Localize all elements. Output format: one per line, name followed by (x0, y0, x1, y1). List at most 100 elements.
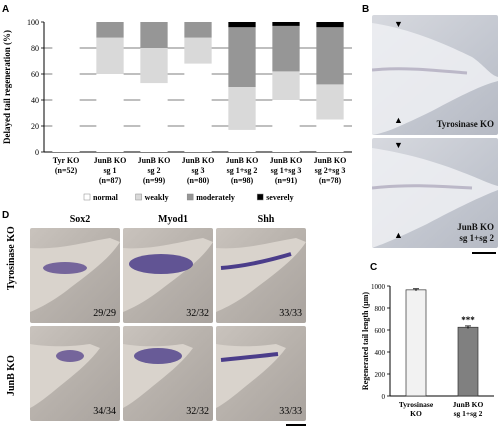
legend-swatch-weakly (135, 193, 142, 201)
micrograph-myod1-junb: 32/32 (123, 326, 213, 421)
x-tick-label: (n=98) (231, 176, 254, 185)
panel-label-a: A (2, 4, 10, 15)
gene-label-sox2: Sox2 (69, 214, 91, 225)
count-label: 33/33 (279, 406, 302, 417)
bar-segment-normal (272, 100, 300, 152)
bar-segment-moderately (184, 22, 212, 38)
gene-label-shh: Shh (257, 214, 275, 225)
bar-segment-normal (52, 22, 80, 152)
y-tick-label: 800 (375, 305, 386, 313)
x-tick-label: (n=80) (187, 176, 210, 185)
count-label: 32/32 (186, 308, 209, 319)
tail-shape (123, 238, 213, 312)
legend-swatch-normal (83, 193, 91, 201)
tail-outline-shape (372, 23, 498, 135)
y-tick-label: 20 (31, 122, 39, 131)
bar-segment-severely (316, 22, 344, 28)
bar-segment-weakly (140, 48, 168, 84)
bar-segment-normal (316, 119, 344, 152)
bar (457, 326, 479, 397)
y-tick-label: 1000 (371, 283, 386, 291)
bar-segment-normal (184, 63, 212, 152)
caption-line: JunB KO (457, 222, 494, 232)
x-tick-label: KO (410, 409, 422, 418)
x-tick-label: (n=99) (143, 176, 166, 185)
x-tick-label: sg 1 (103, 166, 116, 175)
arrowhead-marker-icon: ▲ (394, 230, 403, 240)
bar-segment-severely (272, 22, 300, 26)
bar-segment-weakly (272, 71, 300, 100)
panel-label-d: D (2, 210, 10, 221)
y-tick-label: 100 (27, 18, 39, 27)
x-tick-label: sg 1+sg 2 (454, 409, 483, 418)
bar-segment-weakly (184, 37, 212, 64)
y-tick-label: 80 (31, 44, 39, 53)
y-tick-label: 600 (375, 327, 386, 335)
count-label: 29/29 (93, 308, 116, 319)
legend-label-weakly: weakly (145, 193, 169, 202)
legend-swatch-severely (256, 193, 264, 201)
x-tick-label: JunB KO (270, 156, 303, 165)
x-tick-label: sg 2 (147, 166, 160, 175)
arrowhead-marker-icon: ▲ (394, 115, 403, 125)
arrowhead-marker-icon: ▼ (394, 140, 403, 150)
y-tick-label: 60 (31, 70, 39, 79)
row-label-junb-ko: JunB KO (6, 355, 17, 396)
x-tick-label: sg 1+sg 3 (271, 166, 302, 175)
x-tick-label: JunB KO (182, 156, 215, 165)
panel-label-c: C (370, 262, 378, 273)
tail-shape (216, 238, 306, 312)
x-tick-label: sg 1+sg 2 (227, 166, 258, 175)
bar-segment-weakly (316, 84, 344, 120)
x-tick-label: JunB KO (94, 156, 127, 165)
scale-bar (472, 252, 496, 254)
x-tick-label: (n=91) (275, 176, 298, 185)
tail-outline-shape (372, 148, 498, 248)
y-tick-label: 0 (382, 393, 386, 401)
x-tick-label: JunB KO (314, 156, 347, 165)
significance-annotation: *** (461, 315, 475, 325)
count-label: 33/33 (279, 308, 302, 319)
y-tick-label: 0 (35, 148, 39, 157)
micrograph-sox2-tyrosinase: 29/29 (30, 228, 120, 323)
y-tick-label: 200 (375, 371, 386, 379)
micrograph-tyrosinase-ko: ▼ ▲ Tyrosinase KO (372, 15, 498, 135)
legend-swatch-moderately (186, 193, 194, 201)
scale-bar (286, 424, 306, 426)
micrograph-junb-ko: ▼ ▲ JunB KO sg 1+sg 2 (372, 138, 498, 248)
micrograph-shh-junb: 33/33 (216, 326, 306, 421)
stacked-bar-chart: 0 20 40 60 80 100 Delayed tail regeneration (%… (2, 18, 352, 202)
y-tick-label: 400 (375, 349, 386, 357)
bar-segment-weakly (96, 37, 124, 74)
bar-segment-moderately (228, 27, 256, 87)
legend-label-normal: normal (93, 193, 119, 202)
arrowhead-marker-icon: ▼ (394, 19, 403, 29)
tail-shape (216, 344, 286, 408)
bar-segment-moderately (96, 22, 124, 38)
x-tick-label: JunB KO (138, 156, 171, 165)
x-tick-label: JunB KO (226, 156, 259, 165)
bar-segment-moderately (272, 25, 300, 72)
x-tick-label: JunB KO (453, 400, 484, 409)
count-label: 34/34 (93, 406, 116, 417)
micrograph-myod1-tyrosinase: 32/32 (123, 228, 213, 323)
legend-label-severely: severely (266, 193, 293, 202)
x-tick-label: (n=87) (99, 176, 122, 185)
gene-label-myod1: Myod1 (158, 214, 188, 225)
x-tick-label: sg 3 (191, 166, 204, 175)
micrograph-shh-tyrosinase: 33/33 (216, 228, 306, 323)
bar-segment-normal (140, 83, 168, 152)
bar-segment-severely (228, 22, 256, 28)
legend-label-moderately: moderately (196, 193, 235, 202)
tail-shape (30, 344, 100, 408)
bar-segment-normal (96, 74, 124, 152)
micrograph-sox2-junb: 34/34 (30, 326, 120, 421)
bar-segment-moderately (140, 22, 168, 48)
x-tick-label: sg 2+sg 3 (315, 166, 346, 175)
x-tick-label: (n=52) (55, 166, 78, 175)
y-axis-label: Regenerated tail length (µm) (361, 292, 370, 390)
bar-segment-normal (228, 129, 256, 152)
tail-shape (30, 238, 120, 312)
x-tick-label: Tyr KO (53, 156, 80, 165)
